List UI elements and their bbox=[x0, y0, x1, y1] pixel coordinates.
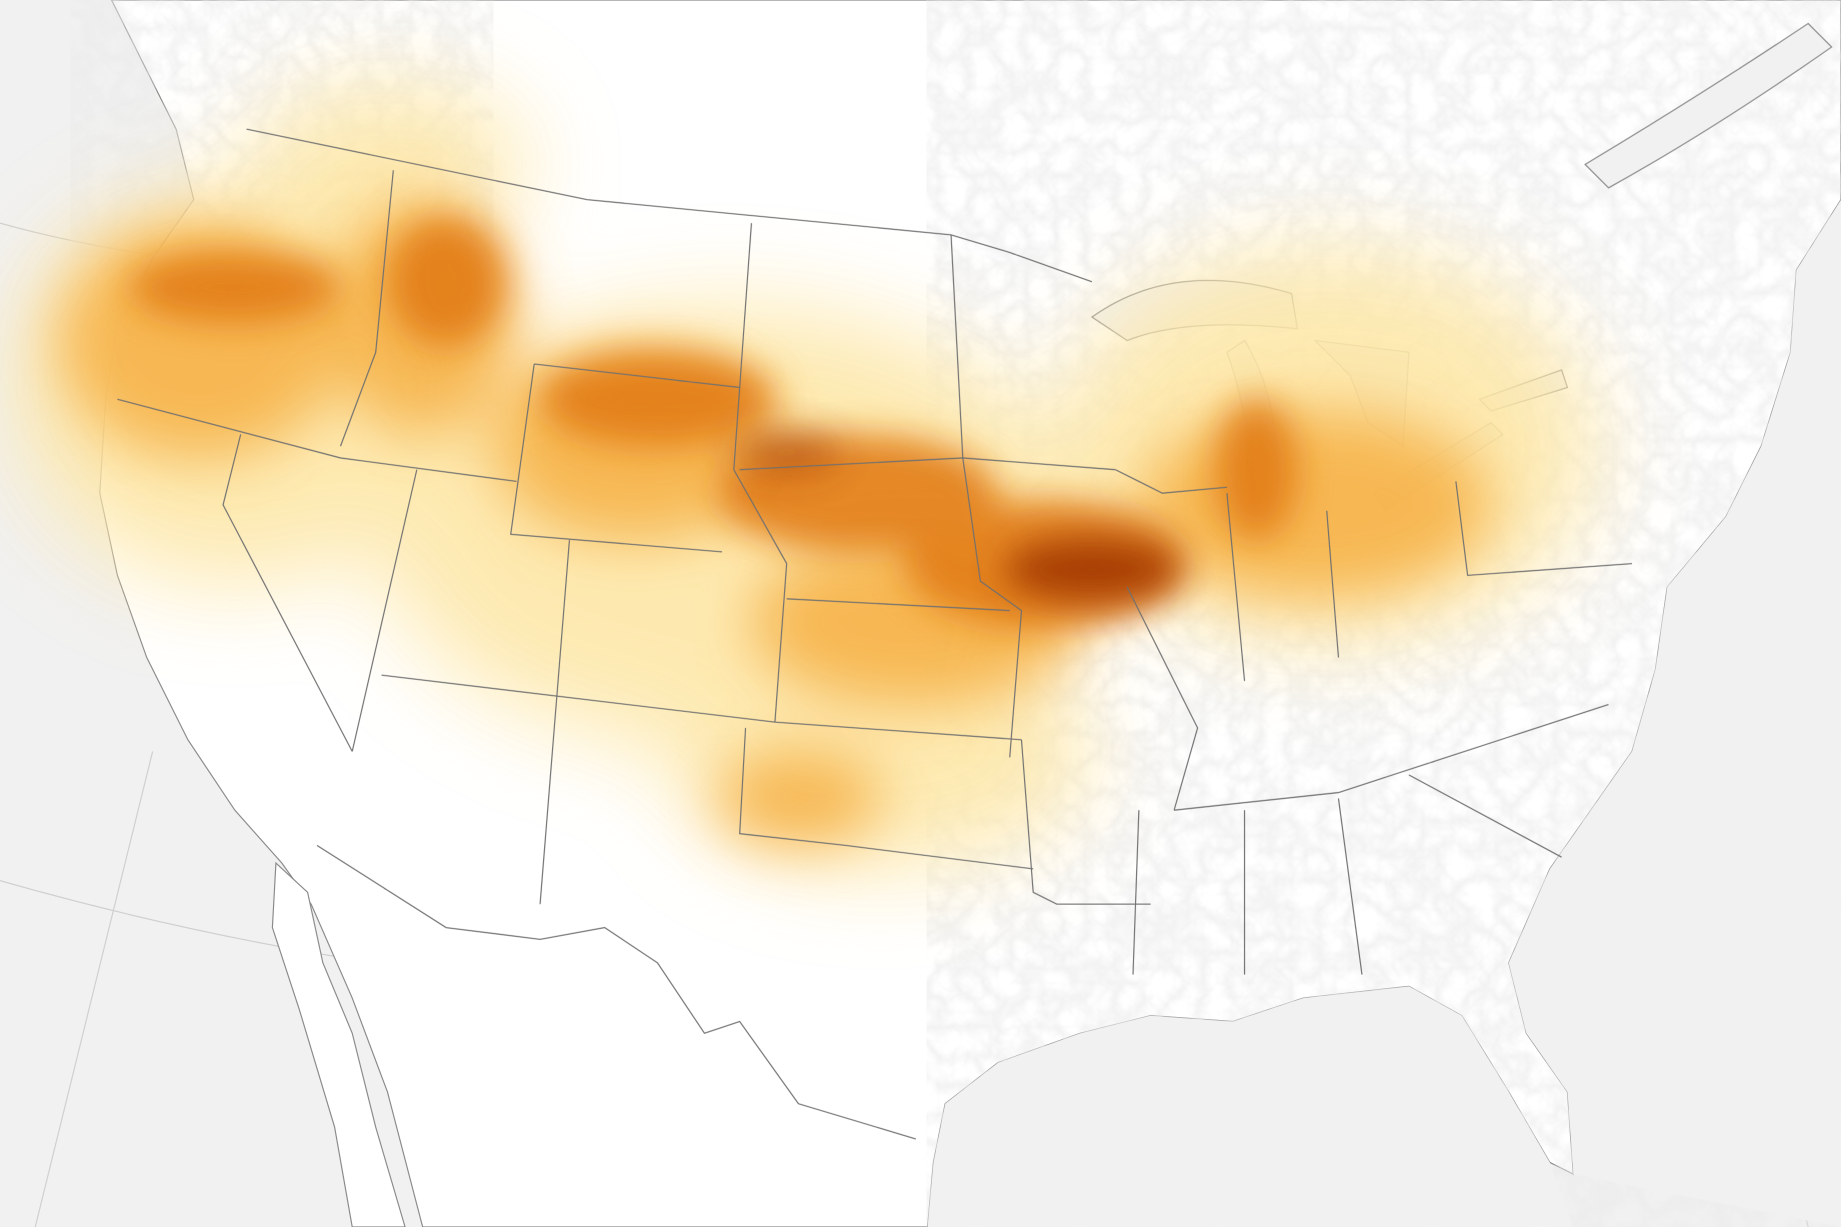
smoke-heavy-wyoming bbox=[540, 352, 775, 447]
gulf-of-mexico bbox=[927, 986, 1574, 1227]
us-mexico-border bbox=[316, 844, 916, 1140]
smoke-medium-oklahoma bbox=[716, 751, 881, 846]
smoke-plume bbox=[11, 82, 1597, 869]
borders bbox=[117, 128, 1633, 1140]
smoke-light-north bbox=[246, 82, 529, 247]
smoke-heavy-idaho bbox=[387, 217, 505, 347]
smoke-extreme-nebraska bbox=[733, 430, 840, 474]
baja-peninsula bbox=[271, 861, 406, 1227]
smoke-medium-ohio bbox=[1138, 410, 1492, 599]
atlantic-ocean bbox=[1508, 199, 1841, 1227]
smoke-extreme-iowa bbox=[1003, 536, 1180, 603]
smoke-heavy-illinois bbox=[1215, 399, 1298, 541]
smoke-heavy-oregon bbox=[129, 252, 341, 323]
